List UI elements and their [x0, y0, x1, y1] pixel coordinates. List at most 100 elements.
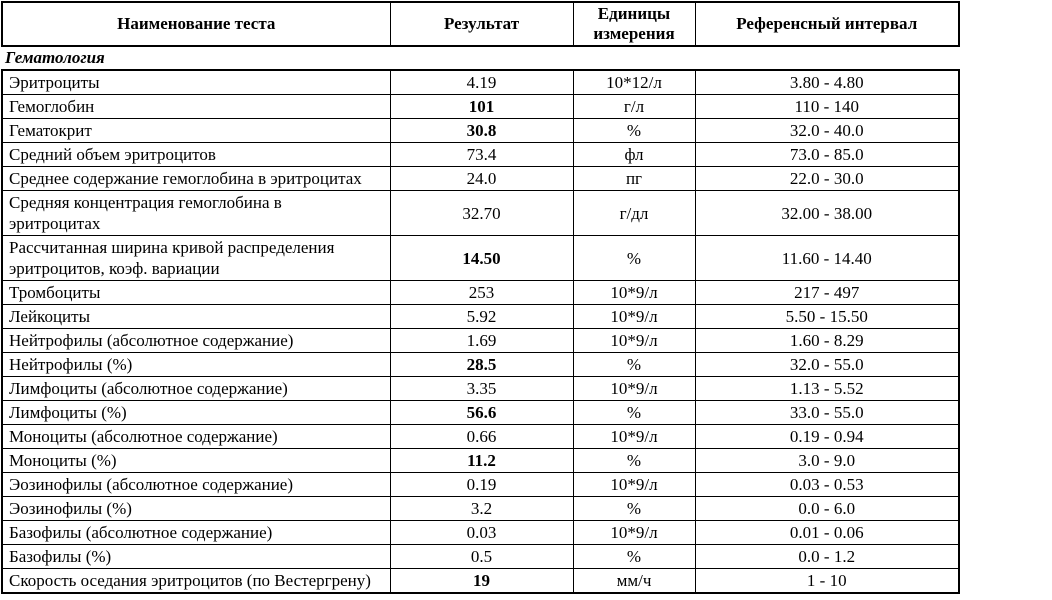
cell-reference-interval: 73.0 - 85.0: [694, 142, 960, 167]
cell-test-name: Гемоглобин: [1, 94, 391, 119]
cell-test-name: Базофилы (%): [1, 544, 391, 569]
cell-reference-interval: 1 - 10: [694, 568, 960, 594]
column-header-test-name: Наименование теста: [1, 1, 391, 47]
cell-result: 73.4: [389, 142, 574, 167]
cell-test-name: Моноциты (абсолютное содержание): [1, 424, 391, 449]
cell-reference-interval: 0.0 - 6.0: [694, 496, 960, 521]
cell-test-name: Моноциты (%): [1, 448, 391, 473]
cell-test-name: Среднее содержание гемоглобина в эритроц…: [1, 166, 391, 191]
cell-units: %: [572, 544, 696, 569]
cell-units: %: [572, 400, 696, 425]
cell-reference-interval: 1.60 - 8.29: [694, 328, 960, 353]
cell-units: 10*12/л: [572, 69, 696, 95]
cell-result: 5.92: [389, 304, 574, 329]
cell-result: 30.8: [389, 118, 574, 143]
cell-units: %: [572, 496, 696, 521]
cell-result: 11.2: [389, 448, 574, 473]
table-row: Нейтрофилы (абсолютное содержание) 1.69 10…: [1, 328, 960, 353]
cell-result: 19: [389, 568, 574, 594]
cell-reference-interval: 32.0 - 40.0: [694, 118, 960, 143]
table-row: Моноциты (%) 11.2% 3.0 - 9.0: [1, 448, 960, 473]
cell-units: 10*9/л: [572, 280, 696, 305]
table-row: Средний объем эритроцитов 73.4 фл 73.0 - 85…: [1, 142, 960, 167]
cell-test-name: Лимфоциты (абсолютное содержание): [1, 376, 391, 401]
cell-result: 3.35: [389, 376, 574, 401]
cell-result: 14.50: [389, 235, 574, 281]
cell-result: 0.5: [389, 544, 574, 569]
cell-units: 10*9/л: [572, 424, 696, 449]
cell-reference-interval: 3.0 - 9.0: [694, 448, 960, 473]
cell-reference-interval: 32.0 - 55.0: [694, 352, 960, 377]
table-row: Средняя концентрация гемоглобина в эритр…: [1, 190, 960, 236]
cell-test-name: Лейкоциты: [1, 304, 391, 329]
cell-reference-interval: 3.80 - 4.80: [694, 69, 960, 95]
cell-result: 4.19: [389, 69, 574, 95]
cell-test-name: Базофилы (абсолютное содержание): [1, 520, 391, 545]
column-header-units: Единицы измерения: [572, 1, 696, 47]
cell-result: 253: [389, 280, 574, 305]
cell-units: %: [572, 448, 696, 473]
cell-result: 56.6: [389, 400, 574, 425]
table-row: Тромбоциты 253 10*9/л 217 - 497: [1, 280, 960, 305]
cell-units: 10*9/л: [572, 304, 696, 329]
table-row: Эозинофилы (%) 3.2% 0.0 - 6.0: [1, 496, 960, 521]
cell-result: 32.70: [389, 190, 574, 236]
cell-test-name: Нейтрофилы (%): [1, 352, 391, 377]
cell-result: 0.03: [389, 520, 574, 545]
cell-reference-interval: 0.0 - 1.2: [694, 544, 960, 569]
cell-result: 24.0: [389, 166, 574, 191]
cell-units: г/л: [572, 94, 696, 119]
table-row: Скорость оседания эритроцитов (по Вестер…: [1, 568, 960, 594]
table-row: Гемоглобин 101 г/л 110 - 140: [1, 94, 960, 119]
cell-reference-interval: 11.60 - 14.40: [694, 235, 960, 281]
cell-reference-interval: 0.03 - 0.53: [694, 472, 960, 497]
cell-units: %: [572, 352, 696, 377]
cell-units: мм/ч: [572, 568, 696, 594]
cell-test-name: Эозинофилы (абсолютное содержание): [1, 472, 391, 497]
cell-test-name: Тромбоциты: [1, 280, 391, 305]
column-header-reference-interval: Референсный интервал: [694, 1, 960, 47]
cell-units: %: [572, 118, 696, 143]
cell-test-name: Эритроциты: [1, 69, 391, 95]
column-header-result: Результат: [389, 1, 574, 47]
cell-reference-interval: 33.0 - 55.0: [694, 400, 960, 425]
cell-test-name: Скорость оседания эритроцитов (по Вестер…: [1, 568, 391, 594]
table-row: Нейтрофилы (%) 28.5% 32.0 - 55.0: [1, 352, 960, 377]
section-label-hematology: Гематология: [2, 46, 959, 71]
cell-units: 10*9/л: [572, 376, 696, 401]
table-row: Лейкоциты 5.92 10*9/л 5.50 - 15.50: [1, 304, 960, 329]
cell-units: пг: [572, 166, 696, 191]
cell-result: 1.69: [389, 328, 574, 353]
cell-units: %: [572, 235, 696, 281]
cell-reference-interval: 22.0 - 30.0: [694, 166, 960, 191]
cell-reference-interval: 110 - 140: [694, 94, 960, 119]
cell-units: 10*9/л: [572, 520, 696, 545]
section-row: Гематология: [2, 46, 959, 71]
results-tbody: Гематология Эритроциты 4.19 10*12/л 3.80 - …: [1, 46, 960, 594]
cell-result: 28.5: [389, 352, 574, 377]
table-row: Эозинофилы (абсолютное содержание) 0.19 10…: [1, 472, 960, 497]
cell-test-name: Средний объем эритроцитов: [1, 142, 391, 167]
cell-test-name: Гематокрит: [1, 118, 391, 143]
cell-units: 10*9/л: [572, 328, 696, 353]
lab-results-table: Наименование теста Результат Единицы изм…: [1, 1, 960, 594]
table-row: Базофилы (абсолютное содержание) 0.03 10*9…: [1, 520, 960, 545]
cell-result: 3.2: [389, 496, 574, 521]
cell-test-name: Средняя концентрация гемоглобина в эритр…: [1, 190, 391, 236]
cell-test-name: Нейтрофилы (абсолютное содержание): [1, 328, 391, 353]
cell-reference-interval: 217 - 497: [694, 280, 960, 305]
table-row: Моноциты (абсолютное содержание) 0.66 10*9…: [1, 424, 960, 449]
cell-units: 10*9/л: [572, 472, 696, 497]
cell-units: фл: [572, 142, 696, 167]
table-row: Лимфоциты (абсолютное содержание) 3.35 10*…: [1, 376, 960, 401]
cell-result: 0.19: [389, 472, 574, 497]
cell-test-name: Рассчитанная ширина кривой распределения…: [1, 235, 391, 281]
cell-reference-interval: 32.00 - 38.00: [694, 190, 960, 236]
cell-reference-interval: 0.01 - 0.06: [694, 520, 960, 545]
header-row: Наименование теста Результат Единицы изм…: [1, 1, 960, 47]
cell-test-name: Эозинофилы (%): [1, 496, 391, 521]
cell-reference-interval: 5.50 - 15.50: [694, 304, 960, 329]
table-row: Базофилы (%) 0.5% 0.0 - 1.2: [1, 544, 960, 569]
cell-reference-interval: 0.19 - 0.94: [694, 424, 960, 449]
table-row: Рассчитанная ширина кривой распределения…: [1, 235, 960, 281]
